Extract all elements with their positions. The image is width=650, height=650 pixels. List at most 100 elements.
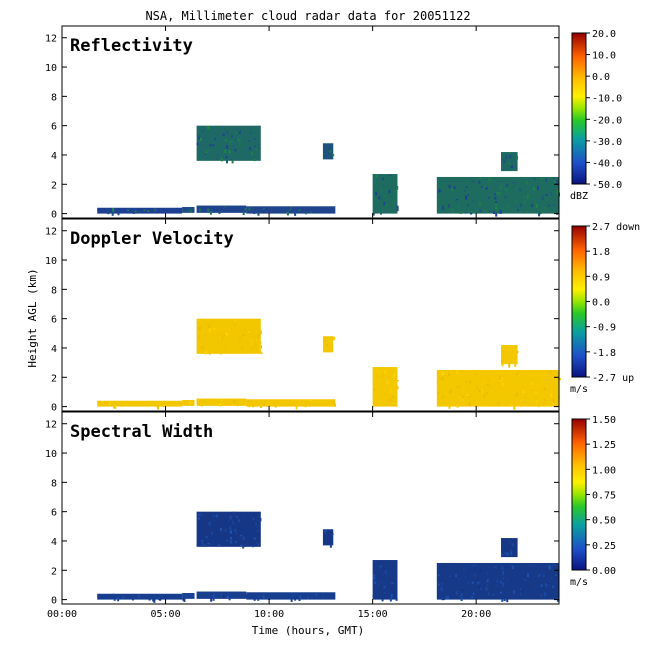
echo-speckle [374,564,377,569]
echo-speckle [458,577,461,582]
echo-speckle [452,591,455,594]
echo-speckle [238,536,241,540]
y-tick-label: 8 [51,285,57,296]
echo-speckle [252,403,255,408]
echo-speckle [116,596,119,600]
echo-speckle [315,593,318,596]
echo-speckle [523,208,526,211]
echo-speckle [376,373,379,378]
echo-speckle [332,400,335,404]
echo-speckle [483,380,486,384]
echo-speckle [489,179,492,181]
echo-speckle [383,592,386,595]
y-tick-label: 0 [51,596,57,607]
echo-speckle [513,590,516,594]
colorbar-tick-label: 1.00 [592,465,616,476]
echo-speckle [218,211,221,215]
echo-speckle [253,537,256,540]
echo-speckle [472,565,475,567]
echo-speckle [209,144,212,147]
colorbar-tick-label: 0.9 [592,272,610,283]
echo-speckle [526,211,529,213]
echo-speckle [552,381,555,384]
echo-speckle [373,577,376,580]
echo-speckle [510,369,513,372]
echo-speckle [202,400,205,402]
echo-speckle [390,186,393,188]
echo-speckle [228,598,231,601]
echo-speckle [549,393,552,398]
echo-speckle [378,574,381,577]
echo-speckle [242,334,245,336]
echo-speckle [521,588,524,593]
echo-speckle [494,203,497,206]
echo-speckle [216,154,219,157]
echo-speckle [478,388,481,393]
echo-speckle [390,582,393,584]
echo-speckle [499,192,502,196]
echo-speckle [232,520,235,525]
echo-speckle [500,580,503,584]
y-tick-label: 6 [51,122,57,133]
echo-speckle [481,389,484,393]
echo-speckle [208,521,211,525]
echo-speckle [257,598,260,601]
echo-speckle [219,352,222,355]
echo-speckle [244,403,247,406]
echo-speckle [523,201,526,203]
echo-speckle [372,594,375,598]
colorbar [571,225,587,378]
echo-speckle [228,332,231,335]
echo-speckle [257,519,260,523]
y-tick-label: 6 [51,508,57,519]
colorbar-unit: dBZ [570,191,588,202]
echo-region-3 [246,592,336,600]
echo-speckle [439,189,442,193]
echo-speckle [533,580,536,583]
echo-speckle [474,564,477,566]
echo-speckle [462,589,465,592]
echo-speckle [473,566,476,570]
echo-speckle [456,370,459,374]
echo-speckle [238,131,241,135]
echo-speckle [440,589,443,592]
echo-speckle [519,203,522,208]
echo-speckle [107,401,110,404]
echo-speckle [528,374,531,377]
echo-speckle [541,380,544,382]
echo-speckle [377,369,380,374]
echo-speckle [224,128,227,133]
echo-speckle [509,154,512,159]
echo-speckle [550,371,553,375]
echo-speckle [295,406,298,410]
echo-speckle [437,574,440,576]
echo-speckle [310,210,313,213]
echo-speckle [527,573,530,578]
echo-speckle [219,403,222,407]
echo-speckle [496,191,499,195]
echo-region-8 [501,152,518,172]
echo-speckle [460,597,463,602]
echo-speckle [437,391,440,395]
echo-speckle [473,388,476,393]
echo-speckle [378,196,381,200]
echo-speckle [457,385,460,388]
echo-speckle [541,195,544,199]
echo-speckle [454,198,457,201]
echo-speckle [257,516,260,518]
echo-speckle [377,582,380,587]
echo-speckle [470,178,473,182]
echo-speckle [530,571,533,573]
echo-speckle [246,329,249,333]
echo-speckle [462,388,465,393]
echo-speckle [457,205,460,209]
echo-speckle [441,596,444,601]
echo-speckle [447,372,450,377]
echo-speckle [258,348,261,350]
echo-speckle [502,555,505,557]
echo-speckle [468,402,471,406]
panel-frame-1 [61,218,560,412]
echo-speckle [519,383,522,386]
echo-speckle [234,130,237,134]
echo-speckle [286,211,289,214]
